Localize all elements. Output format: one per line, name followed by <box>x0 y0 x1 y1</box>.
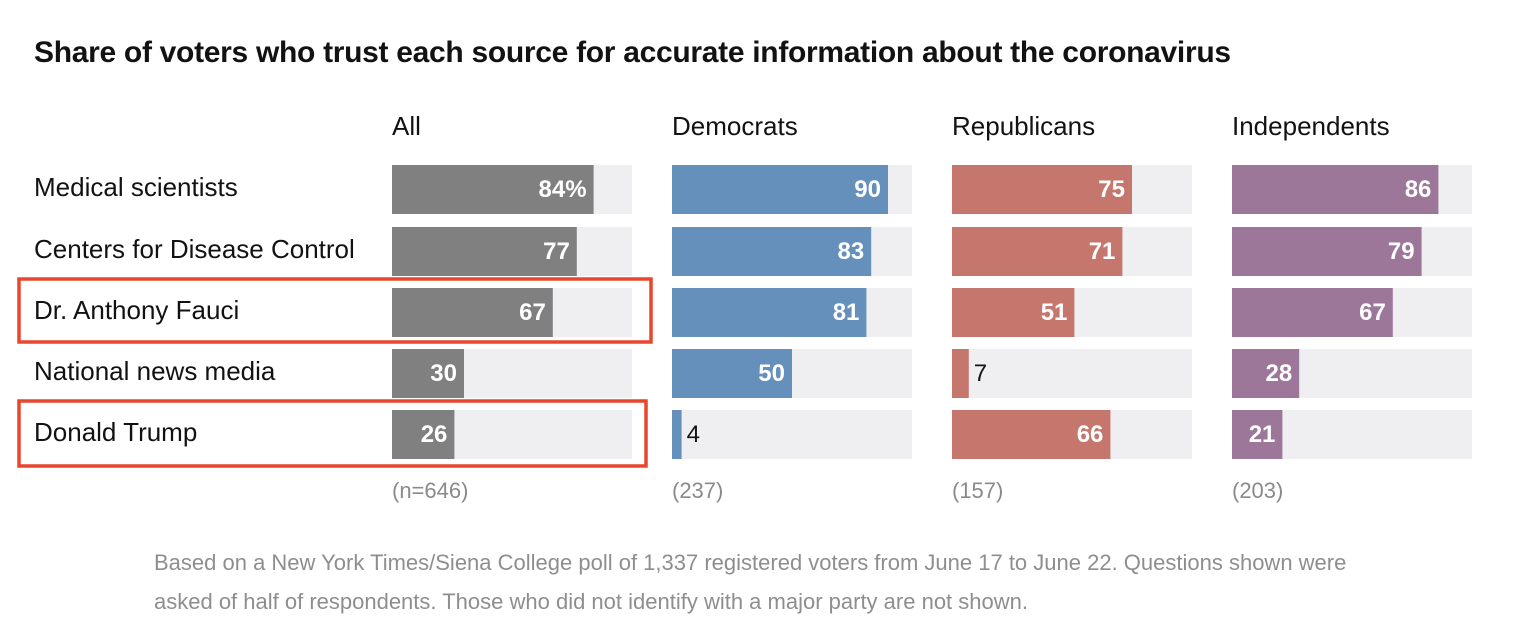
bar-republicans-centers-for-disease-control <box>952 227 1123 276</box>
bar-democrats-national-news-media <box>672 349 792 398</box>
row-label-medical-scientists: Medical scientists <box>34 172 238 202</box>
row-label-centers-for-disease-control: Centers for Disease Control <box>34 234 355 264</box>
bar-track-democrats-donald-trump <box>672 410 912 459</box>
bar-republicans-medical-scientists <box>952 165 1132 214</box>
value-label-republicans-dr-anthony-fauci: 51 <box>1041 299 1068 326</box>
value-label-all-national-news-media: 30 <box>430 360 457 387</box>
bar-republicans-national-news-media <box>952 349 969 398</box>
value-label-independents-medical-scientists: 86 <box>1405 176 1432 203</box>
bar-track-republicans-national-news-media <box>952 349 1192 398</box>
value-label-independents-national-news-media: 28 <box>1265 360 1292 387</box>
bar-democrats-medical-scientists <box>672 165 888 214</box>
row-label-national-news-media: National news media <box>34 356 276 386</box>
bar-republicans-dr-anthony-fauci <box>952 288 1075 337</box>
highlight-frame-donald-trump <box>17 399 648 468</box>
chart-title: Share of voters who trust each source fo… <box>34 36 1231 69</box>
bar-all-medical-scientists <box>392 165 594 214</box>
value-label-democrats-medical-scientists: 90 <box>854 176 881 203</box>
value-label-all-donald-trump: 26 <box>421 421 448 448</box>
value-label-republicans-centers-for-disease-control: 71 <box>1089 238 1116 265</box>
value-label-democrats-donald-trump: 4 <box>687 421 700 448</box>
sample-size-all: (n=646) <box>392 478 468 503</box>
sample-size-independents: (203) <box>1232 478 1283 503</box>
value-label-republicans-medical-scientists: 75 <box>1098 176 1125 203</box>
row-label-donald-trump: Donald Trump <box>34 417 197 447</box>
bar-republicans-donald-trump <box>952 410 1111 459</box>
sample-size-democrats: (237) <box>672 478 723 503</box>
bar-independents-donald-trump <box>1232 410 1283 459</box>
bar-all-national-news-media <box>392 349 464 398</box>
value-label-all-centers-for-disease-control: 77 <box>543 238 570 265</box>
column-header-all: All <box>392 111 421 141</box>
value-label-republicans-donald-trump: 66 <box>1077 421 1104 448</box>
value-label-independents-centers-for-disease-control: 79 <box>1388 238 1415 265</box>
column-header-republicans: Republicans <box>952 111 1095 141</box>
value-label-all-dr-anthony-fauci: 67 <box>519 299 546 326</box>
bar-democrats-centers-for-disease-control <box>672 227 872 276</box>
bar-independents-centers-for-disease-control <box>1232 227 1422 276</box>
value-label-democrats-dr-anthony-fauci: 81 <box>833 299 860 326</box>
bar-all-dr-anthony-fauci <box>392 288 553 337</box>
column-header-independents: Independents <box>1232 111 1390 141</box>
bar-all-centers-for-disease-control <box>392 227 577 276</box>
bar-independents-medical-scientists <box>1232 165 1439 214</box>
value-label-independents-dr-anthony-fauci: 67 <box>1359 299 1386 326</box>
column-header-democrats: Democrats <box>672 111 798 141</box>
highlight-frame-dr-anthony-fauci <box>17 277 653 344</box>
bar-independents-national-news-media <box>1232 349 1300 398</box>
source-note: Based on a New York Times/Siena College … <box>154 550 1347 614</box>
bar-democrats-dr-anthony-fauci <box>672 288 867 337</box>
bar-democrats-donald-trump <box>672 410 682 459</box>
bar-all-donald-trump <box>392 410 455 459</box>
value-label-democrats-national-news-media: 50 <box>758 360 785 387</box>
value-label-democrats-centers-for-disease-control: 83 <box>837 238 864 265</box>
bar-independents-dr-anthony-fauci <box>1232 288 1393 337</box>
sample-size-republicans: (157) <box>952 478 1003 503</box>
value-label-independents-donald-trump: 21 <box>1249 421 1276 448</box>
value-label-all-medical-scientists: 84% <box>539 176 587 203</box>
row-label-dr-anthony-fauci: Dr. Anthony Fauci <box>34 295 239 325</box>
value-label-republicans-national-news-media: 7 <box>974 360 987 387</box>
